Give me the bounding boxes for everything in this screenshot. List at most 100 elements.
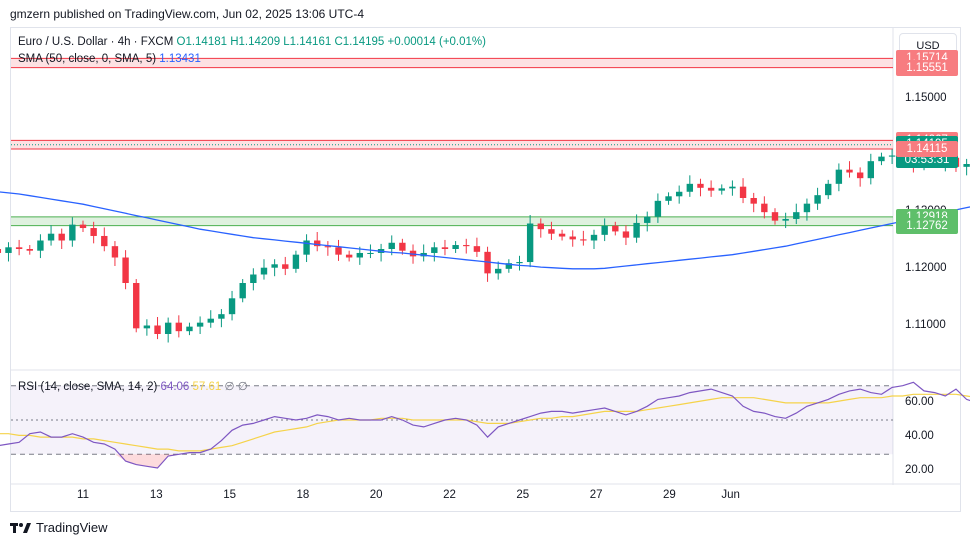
- x-tick-25: 25: [516, 489, 530, 501]
- candle-body-24: [228, 298, 236, 315]
- candle-body-47: [473, 246, 481, 252]
- candle-body-70: [718, 188, 725, 191]
- sma-legend[interactable]: SMA (50, close, 0, SMA, 5) 1.13431: [18, 53, 201, 65]
- ohlc-values: O1.14181 H1.14209 L1.14161 C1.14195 +0.0…: [176, 36, 486, 48]
- candle-body-53: [537, 223, 544, 230]
- candle-body-19: [175, 322, 183, 332]
- candle-body-58: [590, 234, 598, 241]
- symbol-title: Euro / U.S. Dollar · 4h · FXCM: [18, 36, 174, 48]
- candle-body-13: [111, 246, 119, 258]
- x-tick-27: 27: [589, 489, 603, 501]
- candle-body-49: [495, 268, 502, 274]
- candle-body-21: [196, 322, 204, 327]
- candle-body-30: [292, 254, 300, 269]
- rsi-label: RSI (14, close, SMA, 14, 2): [18, 381, 158, 393]
- price-badge-value: 1.15551: [906, 61, 948, 74]
- rsi-line: [0, 381, 970, 469]
- candle-body-36: [356, 252, 363, 258]
- price-badge-1.12762: 1.12762: [896, 217, 958, 234]
- candle-body-34: [335, 247, 342, 255]
- candle-body-60: [612, 225, 619, 232]
- candle-body-2: [0, 249, 2, 253]
- candle-body-3: [5, 247, 12, 253]
- rsi-ma-line: [0, 393, 970, 452]
- zone-resistance-0: [11, 58, 893, 68]
- chart-frame: [10, 27, 961, 512]
- candle-body-73: [750, 198, 757, 204]
- candle-body-28: [271, 264, 278, 268]
- x-tick-18: 18: [296, 489, 310, 501]
- candle-body-75: [771, 212, 779, 221]
- published-header: gmzern published on TradingView.com, Jun…: [10, 7, 364, 21]
- candle-body-71: [729, 186, 736, 189]
- candle-body-6: [37, 240, 44, 251]
- price-badge-value: 1.12762: [906, 219, 948, 232]
- candle-body-7: [47, 233, 55, 241]
- candle-body-23: [218, 314, 225, 319]
- candle-body-10: [79, 224, 87, 229]
- candle-body-18: [164, 322, 172, 334]
- rsi-legend[interactable]: RSI (14, close, SMA, 14, 2) 64.06 57.61 …: [18, 379, 248, 393]
- x-tick-15: 15: [223, 489, 236, 501]
- candle-body-74: [761, 203, 768, 213]
- candle-body-51: [516, 262, 523, 264]
- candle-body-72: [739, 186, 747, 198]
- candle-body-81: [835, 169, 843, 184]
- candle-body-37: [367, 252, 374, 254]
- candle-body-93: [963, 164, 970, 167]
- candle-body-50: [505, 263, 513, 269]
- candle-body-39: [388, 242, 395, 249]
- candle-body-40: [399, 242, 406, 251]
- brand-name: TradingView: [36, 520, 108, 535]
- price-tick-1.11000: 1.11000: [905, 318, 946, 331]
- candle-body-61: [622, 231, 630, 238]
- x-tick-11: 11: [77, 489, 89, 501]
- price-badge-value: 1.14115: [906, 142, 948, 155]
- tradingview-logo[interactable]: TradingView: [10, 520, 108, 535]
- rsi-value: 64.06: [160, 381, 190, 393]
- candle-body-5: [26, 249, 33, 251]
- candle-body-20: [186, 326, 193, 332]
- candle-body-9: [69, 224, 76, 241]
- candle-body-31: [303, 240, 310, 255]
- candle-body-59: [601, 225, 608, 235]
- candle-body-55: [558, 233, 566, 237]
- candle-body-56: [569, 236, 576, 240]
- candle-body-8: [58, 233, 65, 241]
- candle-body-64: [654, 200, 662, 217]
- candle-body-82: [846, 169, 853, 173]
- candle-body-29: [282, 264, 289, 269]
- sma-line: [0, 191, 970, 270]
- price-badge-1.15551: 1.15551: [896, 59, 958, 76]
- candle-body-27: [260, 267, 268, 275]
- rsi-tick-40.00: 40.00: [905, 430, 934, 443]
- candle-body-76: [782, 218, 789, 221]
- candle-body-63: [644, 216, 651, 223]
- sma-label: SMA (50, close, 0, SMA, 5): [18, 53, 157, 65]
- candle-body-25: [239, 283, 246, 299]
- candle-body-69: [707, 187, 715, 191]
- candle-body-46: [463, 245, 470, 247]
- candle-body-67: [686, 183, 694, 192]
- candle-body-54: [548, 229, 555, 234]
- candle-body-86: [888, 155, 896, 157]
- x-tick-29: 29: [662, 489, 676, 501]
- rsi-tick-20.00: 20.00: [905, 464, 934, 477]
- symbol-legend[interactable]: Euro / U.S. Dollar · 4h · FXCM O1.14181 …: [18, 36, 486, 48]
- candle-body-26: [250, 274, 257, 283]
- candle-body-68: [697, 183, 704, 188]
- candle-body-83: [856, 172, 864, 179]
- candle-body-33: [324, 246, 332, 248]
- x-tick-Jun: Jun: [721, 489, 740, 501]
- zone-support-2: [11, 216, 893, 226]
- tradingview-logo-icon: [10, 522, 31, 533]
- price-tick-1.12000: 1.12000: [905, 261, 947, 274]
- candle-body-66: [675, 191, 683, 197]
- rsi-extra: ∅ ∅: [224, 381, 248, 393]
- candle-body-4: [15, 247, 23, 249]
- candle-body-57: [580, 239, 587, 241]
- candle-body-52: [526, 223, 534, 263]
- candle-body-22: [207, 318, 214, 323]
- candle-body-62: [633, 222, 640, 238]
